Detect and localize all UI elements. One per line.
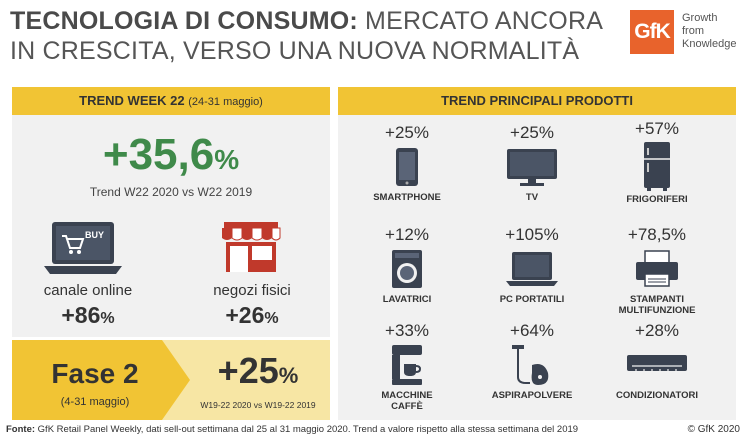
product-smartphone: +25% SMARTPHONE bbox=[352, 122, 462, 203]
coffee-machine-icon bbox=[352, 342, 462, 388]
source-label: Fonte: bbox=[6, 424, 36, 435]
stores-value-number: +26 bbox=[225, 302, 265, 328]
tagline-line-1: Growth bbox=[682, 12, 718, 24]
product-value: +25% bbox=[385, 123, 429, 142]
product-air-conditioner: +28% CONDIZIONATORI bbox=[602, 320, 712, 401]
product-fridge: +57% FRIGORIFERI bbox=[602, 118, 712, 205]
washing-machine-icon bbox=[352, 246, 462, 292]
gfk-logo: GfK bbox=[630, 10, 674, 54]
stores-channel-value: +26% bbox=[182, 302, 322, 329]
source-text: GfK Retail Panel Weekly, dati sell-out s… bbox=[35, 424, 579, 435]
product-tv: +25% TV bbox=[477, 122, 587, 203]
tagline-line-2: from bbox=[682, 25, 704, 37]
title-line2: IN CRESCITA, VERSO UNA NUOVA NORMALITÀ bbox=[10, 37, 580, 65]
air-conditioner-icon bbox=[602, 342, 712, 388]
product-value: +25% bbox=[510, 123, 554, 142]
online-shop-laptop-icon: BUY bbox=[44, 220, 122, 278]
product-vacuum: +64% ASPIRAPOLVERE bbox=[477, 320, 587, 401]
trend-week-value: +35,6% bbox=[12, 130, 330, 185]
store-icon bbox=[220, 222, 282, 274]
fase2-dates: (4-31 maggio) bbox=[60, 396, 130, 408]
product-value: +28% bbox=[635, 321, 679, 340]
fase2-arrow-shape bbox=[12, 340, 190, 420]
product-printer: +78,5% STAMPANTI MULTIFUNZIONE bbox=[602, 224, 712, 316]
laptop-icon bbox=[477, 246, 587, 292]
tagline-line-3: Knowledge bbox=[682, 38, 737, 50]
product-washing-machine: +12% LAVATRICI bbox=[352, 224, 462, 305]
products-heading: TREND PRINCIPALI PRODOTTI bbox=[338, 87, 736, 115]
trend-week-unit: % bbox=[214, 144, 240, 175]
product-value: +78,5% bbox=[627, 225, 687, 244]
product-label: CONDIZIONATORI bbox=[616, 390, 698, 401]
source-note: Fonte: GfK Retail Panel Weekly, dati sel… bbox=[6, 424, 578, 435]
fase2-value-number: +25 bbox=[217, 350, 279, 391]
product-label: SMARTPHONE bbox=[373, 192, 441, 203]
online-channel-label: canale online bbox=[43, 282, 133, 299]
product-label: ASPIRAPOLVERE bbox=[491, 390, 573, 401]
title-rest: MERCATO ANCORA bbox=[357, 7, 604, 35]
product-coffee-machine: +33% MACCHINE CAFFÈ bbox=[352, 320, 462, 412]
product-laptop: +105% PC PORTATILI bbox=[477, 224, 587, 305]
fase2-value-unit: % bbox=[278, 363, 299, 388]
trend-week-heading: TREND WEEK 22 (24-31 maggio) bbox=[12, 87, 330, 115]
online-value-number: +86 bbox=[61, 302, 101, 328]
buy-label: BUY bbox=[85, 230, 104, 240]
product-label: LAVATRICI bbox=[382, 294, 432, 305]
trend-week-panel bbox=[12, 87, 330, 337]
product-label: STAMPANTI MULTIFUNZIONE bbox=[618, 294, 696, 316]
fase2-value: +25% bbox=[188, 350, 328, 392]
online-value-unit: % bbox=[100, 310, 115, 327]
product-value: +105% bbox=[505, 225, 559, 244]
product-label: TV bbox=[525, 192, 539, 203]
fase2-note: W19-22 2020 vs W19-22 2019 bbox=[200, 400, 316, 410]
smartphone-icon bbox=[352, 144, 462, 190]
product-label: FRIGORIFERI bbox=[626, 194, 688, 205]
product-value: +33% bbox=[385, 321, 429, 340]
product-label: PC PORTATILI bbox=[499, 294, 565, 305]
product-label: MACCHINE CAFFÈ bbox=[381, 390, 433, 412]
online-channel-value: +86% bbox=[18, 302, 158, 329]
copyright: © GfK 2020 bbox=[687, 424, 740, 435]
trend-week-number: +35,6 bbox=[102, 130, 215, 179]
trend-week-heading-main: TREND WEEK 22 bbox=[79, 93, 185, 108]
printer-icon bbox=[602, 246, 712, 292]
page-title: TECNOLOGIA DI CONSUMO: MERCATO ANCORA IN… bbox=[10, 6, 610, 66]
product-value: +64% bbox=[510, 321, 554, 340]
stores-channel-label: negozi fisici bbox=[213, 282, 291, 299]
product-value: +12% bbox=[385, 225, 429, 244]
vacuum-icon bbox=[477, 342, 587, 388]
title-bold: TECNOLOGIA DI CONSUMO: bbox=[10, 7, 358, 35]
trend-week-heading-dates: (24-31 maggio) bbox=[188, 96, 263, 108]
logo-tagline: Growth from Knowledge bbox=[682, 12, 750, 51]
tv-icon bbox=[477, 144, 587, 190]
stores-value-unit: % bbox=[264, 310, 279, 327]
trend-week-subtitle: Trend W22 2020 vs W22 2019 bbox=[89, 185, 253, 199]
fridge-icon bbox=[602, 140, 712, 192]
product-value: +57% bbox=[635, 119, 679, 138]
fase2-title: Fase 2 bbox=[51, 358, 139, 389]
